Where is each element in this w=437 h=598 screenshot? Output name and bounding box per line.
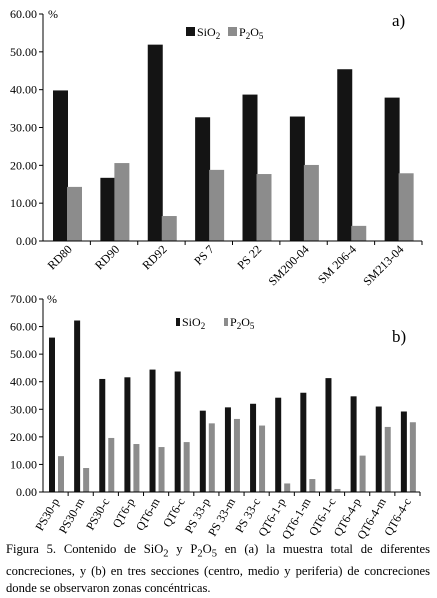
y-tick-label: 70.00 xyxy=(10,292,37,306)
bar-p2o5-rd90 xyxy=(114,163,130,241)
bar-p2o5-sm-206-4 xyxy=(351,225,367,241)
legend-a: SiO2 P2O5 xyxy=(186,25,264,41)
bar-sio2-qt6-m xyxy=(149,369,156,492)
bar-p2o5-qt6-1-c xyxy=(334,488,341,492)
bar-p2o5-sm200-04 xyxy=(303,164,319,241)
x-tick-label: PS30-c xyxy=(83,496,112,533)
bar-sio2-sm200-04 xyxy=(289,116,305,241)
unit-label-b: % xyxy=(47,292,57,306)
bar-sio2-rd90 xyxy=(100,177,116,241)
bar-sio2-qt6-1-c xyxy=(325,378,332,492)
bar-p2o5-qt6-1-m xyxy=(309,479,316,492)
y-tick-label: 0.00 xyxy=(16,485,37,499)
unit-label-a: % xyxy=(48,7,58,21)
bar-sio2-qt6-4-m xyxy=(375,406,382,492)
legend-label-sio2-a: SiO2 xyxy=(197,25,220,41)
bar-sio2-qt6-1-p xyxy=(275,397,282,492)
bar-sio2-rd80 xyxy=(53,90,68,241)
panel-label-a: a) xyxy=(392,11,405,30)
bar-sio2-qt6-4-p xyxy=(350,396,357,492)
x-tick-label: RD92 xyxy=(139,242,169,272)
y-tick-label: 20.00 xyxy=(10,158,37,172)
legend-label-p2o5-b: P2O5 xyxy=(230,315,255,331)
bar-p2o5-qt6-4-p xyxy=(359,455,366,492)
legend-swatch-p2o5-b xyxy=(224,318,228,326)
bar-p2o5-ps-33-c xyxy=(259,425,266,492)
bar-p2o5-ps30-c xyxy=(108,437,115,492)
x-tick-label: RD90 xyxy=(92,242,122,272)
bar-sio2-ps30-m xyxy=(74,320,81,492)
y-tick-label: 40.00 xyxy=(10,83,37,97)
bar-p2o5-qt6-4-c xyxy=(409,422,416,492)
y-tick-label: 20.00 xyxy=(10,430,37,444)
bar-p2o5-qt6-1-p xyxy=(284,483,291,492)
bar-sio2-sm-206-4 xyxy=(337,69,353,241)
bar-sio2-ps30-c xyxy=(99,378,106,492)
y-tick-label: 40.00 xyxy=(10,375,37,389)
bar-sio2-ps30-p xyxy=(49,337,55,492)
y-axis-ticks-a: 0.00 10.00 20.00 30.00 40.00 50.00 60.00 xyxy=(10,7,43,248)
panel-label-b: b) xyxy=(392,327,406,346)
bar-p2o5-ps30-m xyxy=(83,468,90,492)
y-tick-label: 30.00 xyxy=(10,121,37,135)
y-tick-label: 60.00 xyxy=(10,7,37,21)
bars-b xyxy=(49,320,416,492)
x-tick-label: PS 22 xyxy=(234,242,264,272)
bar-p2o5-ps-33-m xyxy=(233,418,240,492)
x-tick-label: PS 7 xyxy=(191,242,217,268)
legend-swatch-sio2-b xyxy=(176,318,180,326)
figure-caption: Figura 5. Contenido de SiO2 y P2O5 en (a… xyxy=(6,542,430,595)
bar-sio2-qt6-1-m xyxy=(300,392,307,492)
bar-sio2-ps-33-p xyxy=(199,410,206,492)
bar-p2o5-qt6-4-m xyxy=(384,426,391,492)
bar-sio2-qt6-p xyxy=(124,377,131,492)
x-tick-label: QT6-m xyxy=(133,495,163,533)
legend-b: SiO2 P2O5 xyxy=(176,315,255,331)
x-axis-ticks-a: RD80 RD90 RD92 PS 7 PS 22 SM200-04 SM 206-4 SM2… xyxy=(45,241,423,288)
y-tick-label: 50.00 xyxy=(10,347,37,361)
y-tick-label: 10.00 xyxy=(10,457,37,471)
bar-p2o5-qt6-p xyxy=(133,444,140,492)
x-tick-label: PS30-m xyxy=(56,495,88,536)
bar-p2o5-sm213-04 xyxy=(398,173,414,241)
legend-swatch-p2o5-a xyxy=(228,27,237,36)
bar-sio2-ps-33-m xyxy=(224,407,231,492)
bar-p2o5-qt6-m xyxy=(158,447,165,492)
bar-sio2-ps-33-c xyxy=(250,403,257,492)
bar-sio2-ps-22 xyxy=(242,94,258,242)
y-tick-label: 30.00 xyxy=(10,402,37,416)
bar-p2o5-ps-7 xyxy=(209,169,225,241)
x-tick-label: RD80 xyxy=(45,242,75,272)
x-tick-label: SM200-04 xyxy=(265,242,311,288)
bar-sio2-qt6-4-c xyxy=(400,411,407,492)
bar-p2o5-ps30-p xyxy=(58,456,64,492)
y-tick-label: 60.00 xyxy=(10,320,37,334)
bar-sio2-rd92 xyxy=(147,44,163,241)
y-tick-label: 10.00 xyxy=(10,196,37,210)
y-axis-ticks-b: 0.00 10.00 20.00 30.00 40.00 50.00 60.00 70.00 xyxy=(10,292,43,499)
x-tick-label: SM 206-4 xyxy=(315,242,359,286)
legend-label-sio2-b: SiO2 xyxy=(182,315,205,331)
bar-p2o5-ps-33-p xyxy=(208,423,215,492)
y-tick-label: 0.00 xyxy=(16,234,37,248)
chart-panel-a: % a) SiO2 P2O5 0.00 10.00 20.00 30.00 40.00 5… xyxy=(10,7,423,288)
bar-p2o5-rd80 xyxy=(67,186,82,241)
bar-sio2-sm213-04 xyxy=(384,97,400,241)
y-tick-label: 50.00 xyxy=(10,45,37,59)
legend-swatch-sio2-a xyxy=(186,27,195,36)
bar-p2o5-rd92 xyxy=(161,216,177,241)
bar-p2o5-qt6-c xyxy=(183,442,190,492)
legend-label-p2o5-a: P2O5 xyxy=(239,25,264,41)
bar-p2o5-ps-22 xyxy=(256,174,272,241)
chart-panel-b: % b) SiO2 P2O5 0.00 10.00 20.00 30.00 40.00 5… xyxy=(10,292,421,542)
bar-sio2-qt6-c xyxy=(174,371,181,492)
x-tick-label: SM213-04 xyxy=(360,242,406,288)
bar-sio2-ps-7 xyxy=(195,117,211,241)
bars-a xyxy=(53,44,414,242)
